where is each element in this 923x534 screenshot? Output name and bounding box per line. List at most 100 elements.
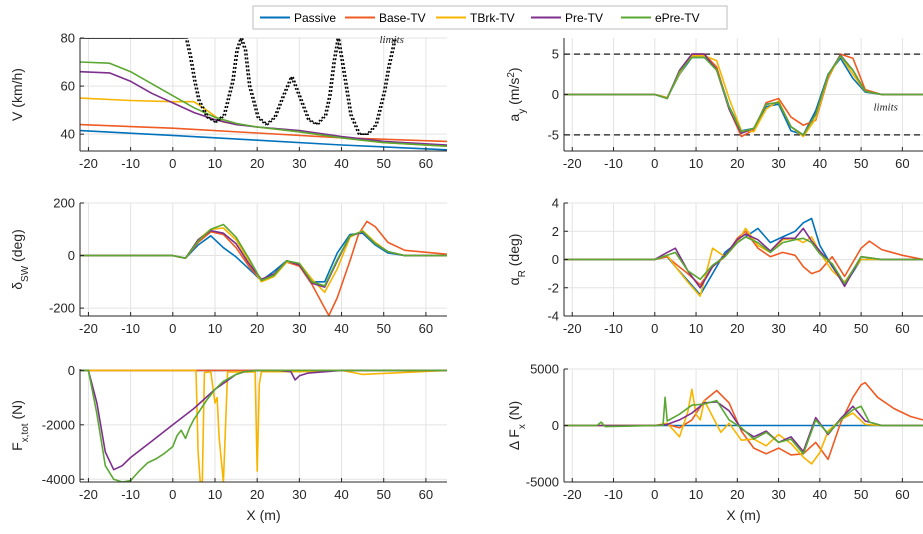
plot-area [80, 369, 447, 482]
x-tick-label: -20 [563, 487, 582, 502]
y-tick-label: -200 [49, 301, 75, 316]
series-group [80, 38, 447, 151]
y-tick-label: -4 [547, 309, 559, 324]
x-tick-label: 50 [854, 321, 868, 336]
series-line-base-tv [80, 123, 447, 143]
x-tick-label: 20 [730, 321, 744, 336]
legend-entry-base-tv: Base-TV [345, 11, 426, 25]
y-tick-label: 0 [552, 418, 559, 433]
y-tick-label: 0 [552, 252, 559, 267]
x-tick-label: 30 [292, 321, 306, 336]
x-tick-label: 50 [854, 487, 868, 502]
panel-dfx: -20 -10 0 10 20 30 40 50 60 -5000 0 5000 Δ Fx (N) X (… [506, 362, 923, 523]
x-tick-label: -20 [79, 321, 98, 336]
series-group [564, 381, 923, 465]
x-tick-label: 40 [813, 321, 827, 336]
x-tick-label: 30 [771, 321, 785, 336]
series-line-epre-tv [80, 369, 447, 482]
y-tick-label: -5 [547, 127, 559, 142]
x-tick-label: 20 [250, 487, 264, 502]
series-group [80, 220, 447, 316]
legend-entry-tbrk-tv: TBrk-TV [436, 11, 515, 25]
legend-label-pre-tv: Pre-TV [565, 11, 603, 25]
legend-entry-epre-tv: ePre-TV [621, 11, 700, 25]
x-tick-label: 50 [854, 156, 868, 171]
series-line-pre-tv [564, 227, 923, 289]
legend-entry-passive: Passive [260, 11, 336, 25]
y-tick-label: -5000 [526, 475, 559, 490]
y-tick-label: -2000 [42, 417, 75, 432]
x-tick-label: 20 [250, 156, 264, 171]
x-tick-label: 10 [689, 156, 703, 171]
series-line-pre-tv [80, 70, 447, 146]
y-axis-label-fxtot: Fx,tot (N) [9, 400, 31, 451]
y-tick-label: -4000 [42, 472, 75, 487]
x-tick-label: 50 [376, 156, 390, 171]
legend-box [252, 5, 728, 30]
x-tick-label: 0 [169, 321, 176, 336]
y-tick-label: 0 [68, 363, 75, 378]
limits-annotation: limits [380, 34, 404, 46]
series-line-epre-tv [564, 396, 923, 455]
x-tick-label: 0 [169, 156, 176, 171]
x-tick-label: 10 [689, 321, 703, 336]
series-group [564, 53, 923, 138]
legend-label-base-tv: Base-TV [379, 11, 426, 25]
x-tick-label: -20 [563, 156, 582, 171]
y-tick-label: 5000 [530, 362, 559, 377]
x-tick-label: 40 [334, 321, 348, 336]
series-line-base-tv [564, 230, 923, 286]
x-tick-label: 0 [651, 156, 658, 171]
y-tick-label: 0 [552, 87, 559, 102]
y-axis-label-deltasw: δSW (deg) [9, 229, 31, 289]
y-tick-label: 2 [552, 224, 559, 239]
y-tick-label: 80 [61, 31, 75, 46]
x-tick-label: 50 [376, 487, 390, 502]
y-tick-label: 4 [552, 196, 559, 211]
x-tick-label: 60 [419, 156, 433, 171]
plot-area [80, 203, 447, 316]
x-tick-label: 10 [208, 487, 222, 502]
series-line-epre-tv [80, 61, 447, 147]
x-tick-label: 40 [334, 156, 348, 171]
series-line-tbrk-tv [80, 369, 447, 482]
legend-label-tbrk-tv: TBrk-TV [470, 11, 515, 25]
series-line-limits [80, 38, 396, 135]
x-tick-label: 60 [895, 487, 909, 502]
y-tick-label: 5 [552, 47, 559, 62]
series-line-epre-tv [80, 223, 447, 287]
panel-deltasw: -20 -10 0 10 20 30 40 50 60 -200 0 200 δSW (deg) [9, 196, 447, 336]
x-tick-label: 30 [292, 487, 306, 502]
x-tick-label: 0 [651, 487, 658, 502]
series-group [80, 369, 447, 482]
x-tick-label: -10 [121, 487, 140, 502]
y-axis-label-alphar: αR (deg) [506, 234, 528, 286]
series-line-epre-tv [564, 55, 923, 136]
series-group [564, 217, 923, 297]
x-tick-label: 40 [813, 487, 827, 502]
x-tick-label: 20 [730, 487, 744, 502]
x-tick-label: 30 [771, 156, 785, 171]
x-tick-label: 0 [651, 321, 658, 336]
x-tick-label: -10 [121, 321, 140, 336]
x-tick-label: 0 [169, 487, 176, 502]
series-line-limits-upper [82, 38, 398, 135]
y-axis-label-ay: ay (m/s2) [506, 67, 528, 121]
x-axis-label: X (m) [726, 507, 760, 523]
x-tick-label: -10 [604, 156, 623, 171]
x-tick-label: 30 [771, 487, 785, 502]
y-tick-label: 60 [61, 79, 75, 94]
x-tick-label: 10 [689, 487, 703, 502]
y-axis-label-dfx: Δ Fx (N) [506, 401, 528, 450]
x-tick-label: 40 [813, 156, 827, 171]
x-tick-label: 50 [376, 321, 390, 336]
y-axis-label-v: V (km/h) [9, 68, 25, 121]
x-tick-label: 20 [250, 321, 264, 336]
y-tick-label: -2 [547, 280, 559, 295]
limits-annotation: limits [873, 102, 897, 114]
legend-label-epre-tv: ePre-TV [655, 11, 700, 25]
x-tick-label: 60 [895, 321, 909, 336]
x-tick-label: -10 [121, 156, 140, 171]
